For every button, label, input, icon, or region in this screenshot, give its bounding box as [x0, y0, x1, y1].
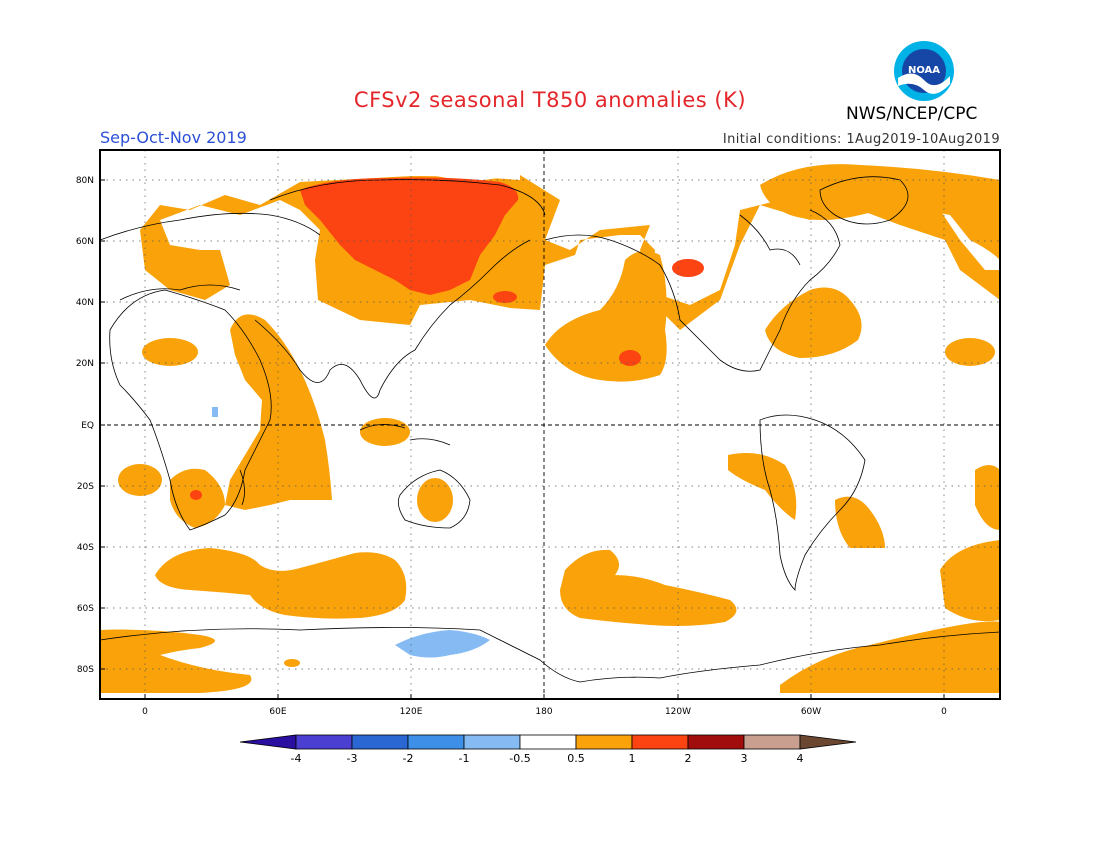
- colorbar-label: 4: [796, 752, 804, 765]
- warm-region-south-pacific-east: [728, 452, 797, 520]
- colorbar-arrow-right: [799, 734, 857, 750]
- lat-label: 60S: [77, 604, 94, 614]
- lon-label: 60E: [269, 707, 286, 717]
- lon-label: 60W: [801, 707, 821, 717]
- lat-label: 80N: [76, 176, 94, 186]
- warm-region-australia: [417, 478, 453, 522]
- lat-label: 80S: [77, 665, 94, 675]
- warm-region-arctic-white: [280, 160, 520, 180]
- warm-region-north-atlantic: [765, 287, 862, 358]
- strong-warm-region-siberia: [300, 177, 519, 295]
- lat-label: 20N: [76, 359, 94, 369]
- warm-region-indian-east: [945, 338, 995, 366]
- lat-label: EQ: [81, 421, 94, 431]
- grid-lines: [100, 150, 1000, 699]
- agency-label: NWS/NCEP/CPC: [846, 104, 978, 124]
- map-background: [100, 150, 1000, 699]
- strong-warm-region-east-pacific: [619, 350, 641, 366]
- latitude-labels: 80N 60N 40N 20N EQ 20S 40S 60S 80S: [76, 176, 94, 675]
- colorbar-swatch: [351, 734, 409, 750]
- lat-label: 20S: [77, 482, 94, 492]
- warm-region-south-atlantic: [835, 496, 885, 548]
- lon-label: 180: [535, 707, 552, 717]
- colorbar-label: -3: [346, 752, 358, 765]
- colorbar-label: -1: [458, 752, 470, 765]
- noaa-logo-icon: NOAA: [894, 41, 954, 101]
- cool-region-antarctica: [395, 630, 490, 658]
- warm-region-southern-ocean-pacific: [560, 549, 737, 626]
- warm-region-sahara: [142, 338, 198, 366]
- colorbar-label: 0.5: [567, 752, 585, 765]
- warm-region-greenland: [760, 164, 1000, 260]
- season-label: Sep-Oct-Nov 2019: [100, 128, 247, 147]
- initial-conditions-label: Initial conditions: 1Aug2019-10Aug2019: [722, 132, 1000, 147]
- warm-region-southern-ocean-atlantic: [940, 540, 1000, 622]
- colorbar-label: 2: [684, 752, 692, 765]
- colorbar-swatch: [519, 734, 577, 750]
- lon-label: 0: [142, 707, 148, 717]
- lon-label: 120E: [400, 707, 423, 717]
- colorbar-swatch: [743, 734, 801, 750]
- warm-region-southern-ocean-indian: [155, 548, 407, 619]
- strong-warm-region-south-africa: [190, 490, 202, 500]
- strong-warm-region-pacific-nw: [493, 291, 517, 303]
- colorbar-swatch: [687, 734, 745, 750]
- cool-region-east-africa: [212, 407, 218, 417]
- colorbar-label: -4: [290, 752, 302, 765]
- lon-label: 120W: [665, 707, 691, 717]
- colorbar-label: 1: [628, 752, 636, 765]
- warm-region-antarctic-east: [780, 621, 1000, 693]
- colorbar-swatch: [295, 734, 353, 750]
- colorbar-swatch: [463, 734, 521, 750]
- warm-region-east-pacific: [545, 251, 667, 382]
- axis-ticks: [100, 179, 945, 699]
- map-title: CFSv2 seasonal T850 anomalies (K): [353, 88, 747, 112]
- noaa-logo-text: NOAA: [908, 65, 940, 76]
- colorbar: [239, 734, 857, 750]
- lon-label: 0: [941, 707, 947, 717]
- warm-region-indian-ocean: [225, 314, 332, 510]
- strong-warm-region-north-america: [672, 259, 704, 277]
- warm-region-antarctic-small: [284, 659, 300, 667]
- colorbar-swatch: [631, 734, 689, 750]
- warm-region-antarctic-west: [100, 629, 252, 693]
- warm-region-indonesia: [360, 418, 410, 446]
- warm-region-south-atlantic-east: [118, 464, 162, 496]
- coastlines: [100, 176, 1000, 683]
- colorbar-swatch: [407, 734, 465, 750]
- colorbar-swatch: [575, 734, 633, 750]
- anomaly-regions: [100, 150, 1000, 693]
- lat-label: 40S: [77, 543, 94, 553]
- longitude-labels: 0 60E 120E 180 120W 60W 0: [142, 707, 947, 717]
- warm-region-madagascar-east: [975, 465, 1000, 530]
- lat-label: 40N: [76, 298, 94, 308]
- colorbar-label: 3: [740, 752, 748, 765]
- lat-label: 60N: [76, 237, 94, 247]
- colorbar-arrow-left: [239, 734, 297, 750]
- colorbar-label: -0.5: [509, 752, 531, 765]
- colorbar-label: -2: [402, 752, 414, 765]
